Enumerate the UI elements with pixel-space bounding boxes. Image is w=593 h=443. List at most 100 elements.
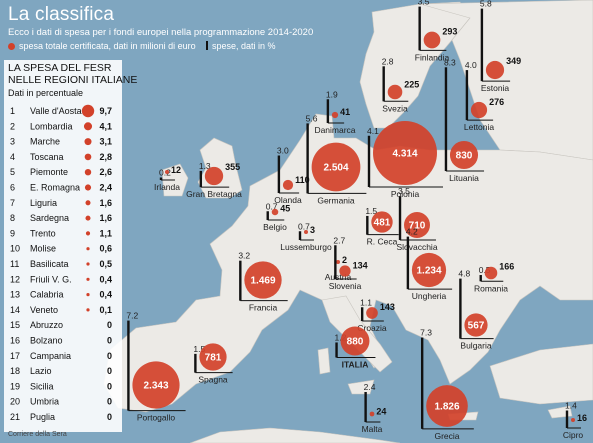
- pct-label-irlanda: 0.2: [159, 168, 171, 178]
- pct-bar-malta: [364, 392, 367, 422]
- ranking-region-calabria: Calabria: [30, 290, 64, 300]
- ranking-dot-molise: [86, 247, 90, 251]
- spesa-label-r-ceca: 481: [374, 218, 391, 229]
- pct-bar-germania: [306, 123, 309, 194]
- country-name-irlanda: Irlanda: [154, 182, 180, 192]
- pct-bar-ungheria: [406, 236, 410, 290]
- country-name-germania: Germania: [317, 195, 355, 205]
- ranking-region-lombardia: Lombardia: [30, 121, 73, 131]
- pct-label-danimarca: 1.9: [326, 89, 338, 99]
- spesa-label-italia: 880: [347, 337, 364, 348]
- spesa-circle-portogallo: [132, 361, 180, 409]
- pct-label-cipro: 1.4: [565, 401, 577, 411]
- ranking-dot-marche: [84, 138, 92, 146]
- ranking-rank: 12: [10, 274, 20, 284]
- pct-bar-finlandia: [418, 6, 421, 51]
- country-name-grecia: Grecia: [434, 431, 459, 441]
- ranking-region-piemonte: Piemonte: [30, 167, 68, 177]
- spesa-label-grecia: 1.826: [434, 402, 459, 413]
- pct-label-malta: 2.4: [364, 382, 376, 392]
- legend-spesa: spesa totale certificata, dati in milion…: [8, 41, 196, 51]
- ranking-value-sicilia: 0: [107, 381, 112, 391]
- pct-bar-olanda: [277, 155, 281, 193]
- ranking-rank: 5: [10, 167, 15, 177]
- pct-label-slovenia: 2.7: [333, 235, 345, 245]
- ranking-value-marche: 3,1: [99, 137, 112, 147]
- country-name-danimarca: Danimarca: [314, 125, 355, 135]
- ranking-dot-basilicata: [86, 262, 90, 266]
- spesa-circle-malta: [369, 411, 375, 417]
- pct-label-ungheria: 4.2: [406, 227, 418, 237]
- spesa-circle-svezia: [387, 84, 403, 100]
- ranking-value-e-romagna: 2,4: [99, 183, 112, 193]
- pct-label-svezia: 2.8: [382, 56, 394, 66]
- spesa-label-olanda: 110: [295, 175, 310, 185]
- ranking-value-toscana: 2,8: [99, 152, 112, 162]
- ranking-value-piemonte: 2,6: [99, 167, 112, 177]
- ranking-region-campania: Campania: [30, 351, 71, 361]
- ranking-region-sardegna: Sardegna: [30, 213, 69, 223]
- country-name-bulgaria: Bulgaria: [460, 341, 491, 351]
- ranking-value-lazio: 0: [107, 366, 112, 376]
- ranking-region-umbria: Umbria: [30, 397, 59, 407]
- ranking-rank: 1: [10, 106, 15, 116]
- land-sardinia: [317, 347, 331, 375]
- ranking-rank: 11: [10, 259, 19, 269]
- pct-label-polonia: 4.1: [367, 126, 379, 136]
- pct-label-italia: 1.2: [335, 332, 347, 342]
- ranking-value-campania: 0: [107, 351, 112, 361]
- pct-bar-polonia: [367, 135, 371, 187]
- ranking-value-calabria: 0,4: [99, 290, 112, 300]
- pct-bar-cipro: [565, 410, 569, 428]
- pct-bar-lettonia: [465, 70, 469, 121]
- pct-bar-croazia: [360, 307, 364, 321]
- ranking-rank: 18: [10, 366, 20, 376]
- pct-label-bulgaria: 4.8: [458, 269, 470, 279]
- spesa-circle-romania: [484, 266, 498, 280]
- ranking-dot-piemonte: [84, 168, 92, 176]
- pct-label-lettonia: 4.0: [465, 60, 477, 70]
- ranking-value-basilicata: 0,5: [99, 259, 112, 269]
- ranking-title-line1: LA SPESA DEL FESR: [8, 62, 112, 74]
- country-name-olanda: Olanda: [274, 195, 302, 205]
- pct-label-belgio: 0.7: [266, 201, 278, 211]
- spesa-circle-austria: [336, 260, 340, 264]
- country-name-lettonia: Lettonia: [464, 122, 495, 132]
- spesa-circle-spagna: [199, 343, 227, 371]
- legend-percent-label: spese, dati in %: [212, 41, 276, 51]
- pct-bar-estonia: [480, 8, 484, 82]
- ranking-region-friuli-v-g: Friuli V. G.: [30, 274, 72, 284]
- pct-bar-irlanda: [159, 177, 163, 180]
- ranking-dot-e-romagna: [84, 184, 92, 191]
- country-name-spagna: Spagna: [198, 375, 228, 385]
- ranking-region-sicilia: Sicilia: [30, 381, 54, 391]
- ranking-rank: 17: [10, 351, 20, 361]
- ranking-value-abruzzo: 0: [107, 320, 112, 330]
- spesa-circle-lituania: [449, 140, 479, 170]
- spesa-label-estonia: 349: [506, 56, 521, 66]
- country-name-austria: Austria: [325, 272, 352, 282]
- pct-label-croazia: 1.1: [360, 297, 372, 307]
- legend-percent: spese, dati in %: [206, 41, 276, 51]
- ranking-value-trento: 1,1: [99, 228, 112, 238]
- spesa-label-austria: 2: [342, 255, 347, 265]
- ranking-title-line2: NELLE REGIONI ITALIANE: [8, 74, 138, 86]
- spesa-label-croazia: 143: [380, 302, 395, 312]
- country-name-belgio: Belgio: [263, 222, 287, 232]
- ranking-title: LA SPESA DEL FESR NELLE REGIONI ITALIANE: [8, 62, 137, 86]
- ranking-value-friuli-v-g: 0,4: [99, 274, 112, 284]
- pct-bar-slovacchia: [398, 196, 402, 240]
- spesa-label-lituania: 830: [456, 151, 473, 162]
- pct-label-lussemburgo: 0.7: [298, 221, 310, 231]
- spesa-circle-francia: [244, 261, 282, 299]
- ranking-rank: 21: [10, 412, 20, 422]
- pct-bar-francia: [239, 260, 242, 301]
- pct-label-spagna: 1.5: [193, 344, 205, 354]
- pct-label-finlandia: 3.5: [418, 0, 430, 7]
- red-circle-icon: [8, 43, 15, 50]
- pct-label-portogallo: 7.2: [126, 311, 138, 321]
- ranking-dot-liguria: [85, 200, 91, 206]
- pct-label-r-ceca: 1.5: [365, 206, 377, 216]
- ranking-region-trento: Trento: [30, 228, 56, 238]
